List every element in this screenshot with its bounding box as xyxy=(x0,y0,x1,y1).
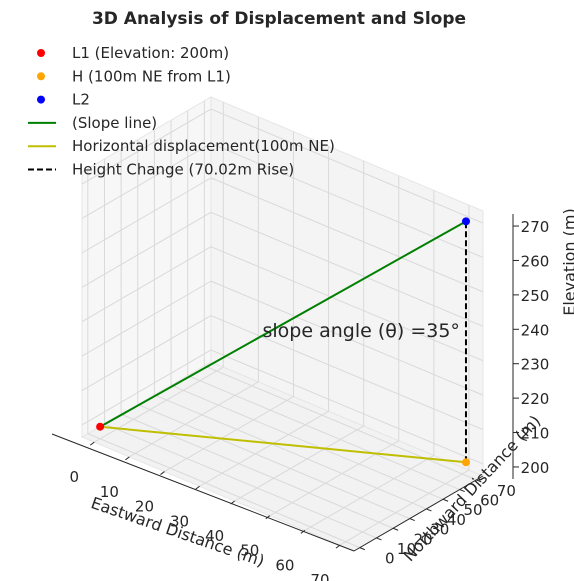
x-tick-mark xyxy=(230,500,235,505)
x-tick-label: 0 xyxy=(70,468,80,486)
x-tick-mark xyxy=(89,441,95,446)
grid-line-z xyxy=(210,315,484,431)
grid-line-y xyxy=(170,384,444,500)
series-line-0 xyxy=(99,220,467,428)
y-tick-label: 40 xyxy=(447,511,466,529)
y-tick-label: 60 xyxy=(480,492,499,510)
chart-title: 3D Analysis of Displacement and Slope xyxy=(92,9,466,29)
y-axis-line xyxy=(353,475,484,552)
z-tick-label: 220 xyxy=(521,390,550,408)
y-tick-label: 0 xyxy=(385,550,395,568)
grid-line-z xyxy=(81,177,212,254)
grid-line-z xyxy=(81,349,212,426)
axis-panes xyxy=(80,96,485,552)
grid-line-x xyxy=(129,381,259,458)
grid-line-z xyxy=(81,108,212,185)
y-tick-mark xyxy=(476,479,482,483)
y-tick-mark xyxy=(359,547,366,551)
grid-line-x xyxy=(199,410,329,487)
grid-line-x xyxy=(94,366,224,443)
grid-line-y xyxy=(154,394,427,510)
tick-labels: 0102030405060700102030405060702002102202… xyxy=(70,218,550,581)
plot-data xyxy=(96,217,470,467)
grid-line-z xyxy=(210,280,484,396)
legend-entry-5: Height Change (70.02m Rise) xyxy=(72,161,294,179)
grid-line-z xyxy=(210,211,484,327)
grid-line-z xyxy=(210,246,484,362)
y-tick-mark xyxy=(392,527,399,531)
z-tick-label: 210 xyxy=(521,425,550,443)
legend-entry-2: L2 xyxy=(72,91,90,109)
x-tick-mark xyxy=(125,456,130,461)
legend-entry-0: L1 (Elevation: 200m) xyxy=(72,44,229,62)
back-wall-pane xyxy=(210,96,484,477)
x-tick-label: 40 xyxy=(205,527,224,545)
z-tick-label: 240 xyxy=(521,321,550,339)
z-tick-label: 270 xyxy=(521,218,550,236)
x-tick-label: 20 xyxy=(135,498,154,516)
y-tick-mark xyxy=(409,518,415,522)
x-tick-mark xyxy=(195,485,200,490)
data-point-0 xyxy=(96,422,105,431)
y-tick-mark xyxy=(376,537,382,541)
x-tick-label: 70 xyxy=(310,571,329,581)
legend-entry-1: H (100m NE from L1) xyxy=(72,67,231,85)
grid-line-z xyxy=(81,143,212,219)
y-tick-label: 30 xyxy=(430,521,449,539)
x-tick-mark xyxy=(265,515,271,520)
legend: L1 (Elevation: 200m) H (100m NE from L1) L… xyxy=(28,44,335,179)
grid-line-y xyxy=(187,375,460,491)
legend-entry-4: Horizontal displacement(100m NE) xyxy=(72,137,335,155)
z-tick-label: 200 xyxy=(521,459,550,477)
x-tick-label: 60 xyxy=(275,556,294,574)
grid-line-x xyxy=(304,454,435,531)
x-tick-mark xyxy=(160,471,165,475)
y-tick-label: 10 xyxy=(397,540,416,558)
y-tick-mark xyxy=(426,508,432,512)
z-tick-label: 230 xyxy=(521,356,550,374)
z-tick-label: 260 xyxy=(521,252,550,270)
series-line-1 xyxy=(100,425,467,464)
x-tick-mark xyxy=(335,544,341,549)
x-tick-mark xyxy=(300,530,306,534)
data-point-2 xyxy=(461,217,470,226)
legend-marker-1 xyxy=(37,72,45,81)
x-tick-label: 30 xyxy=(170,512,189,530)
grid-line-z xyxy=(210,349,484,465)
y-tick-mark xyxy=(459,489,465,493)
legend-marker-2 xyxy=(37,95,45,104)
slope-angle-annotation: slope angle (θ) =35° xyxy=(262,320,459,342)
grid-line-z xyxy=(81,315,212,391)
grid-line-x xyxy=(234,425,364,502)
x-tick-label: 50 xyxy=(240,542,259,560)
grid-line-z xyxy=(210,142,484,258)
z-tick-label: 250 xyxy=(521,287,550,305)
grid-line-z xyxy=(210,177,484,293)
legend-marker-0 xyxy=(37,49,45,57)
grid-line-y xyxy=(104,423,377,539)
grid-line-z xyxy=(81,211,212,288)
grid-line-y xyxy=(87,433,361,549)
x-tick-label: 10 xyxy=(100,483,119,501)
grid-line-y xyxy=(204,365,477,481)
grid-line-y xyxy=(137,404,410,520)
x-axis-label: Eastward Distance (m) xyxy=(89,493,267,570)
legend-entry-3: (Slope line) xyxy=(72,114,157,132)
y-tick-mark xyxy=(442,498,449,502)
grid-line-x xyxy=(339,469,470,546)
y-tick-label: 20 xyxy=(414,530,433,548)
grid-line-z xyxy=(210,108,484,224)
z-axis-label: Elevation (m) xyxy=(560,208,574,315)
data-point-1 xyxy=(461,458,470,467)
grid-lines xyxy=(81,100,484,549)
y-tick-label: 70 xyxy=(497,482,516,500)
y-tick-label: 50 xyxy=(464,501,483,519)
grid-line-z xyxy=(81,280,212,357)
grid-line-z xyxy=(81,246,212,323)
grid-line-x xyxy=(164,396,294,473)
